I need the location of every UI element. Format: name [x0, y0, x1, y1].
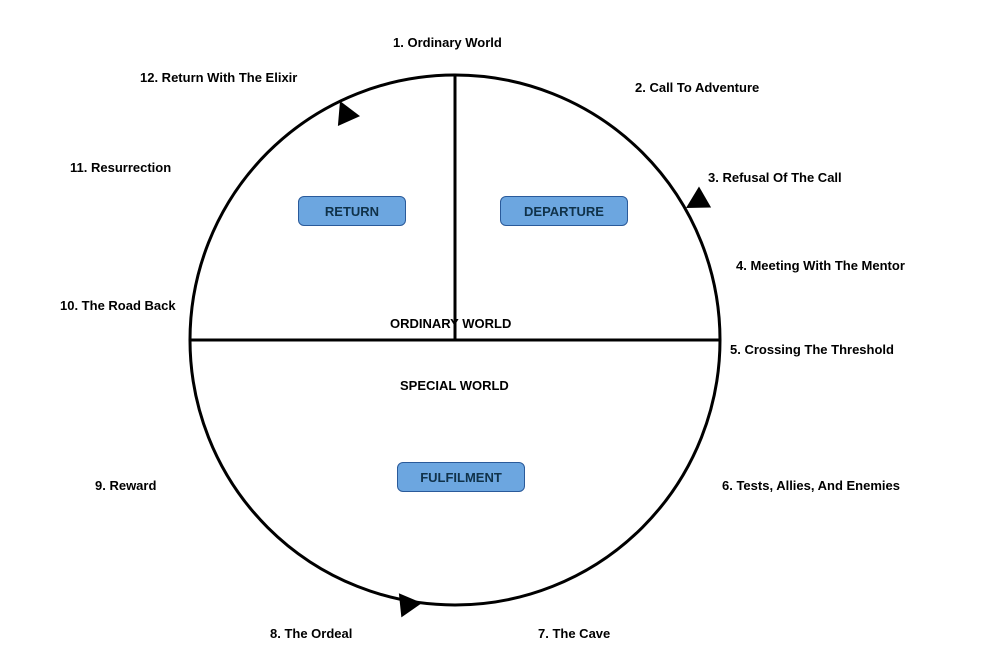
stage-label: 11. Resurrection	[70, 160, 171, 175]
arrowhead-bottom	[399, 593, 422, 617]
phase-label-return: RETURN	[325, 204, 379, 219]
stage-label: 3. Refusal Of The Call	[708, 170, 842, 185]
stage-label: 2. Call To Adventure	[635, 80, 759, 95]
stage-label: 10. The Road Back	[60, 298, 176, 313]
stage-label: 8. The Ordeal	[270, 626, 352, 641]
phase-box-fulfilment: FULFILMENT	[397, 462, 525, 492]
phase-box-return: RETURN	[298, 196, 406, 226]
arrowhead-top-left	[338, 101, 360, 126]
stage-label: 6. Tests, Allies, And Enemies	[722, 478, 900, 493]
phase-label-fulfilment: FULFILMENT	[420, 470, 502, 485]
stage-label: 1. Ordinary World	[393, 35, 502, 50]
stage-label: 9. Reward	[95, 478, 156, 493]
stage-label: 12. Return With The Elixir	[140, 70, 297, 85]
diagram-canvas: RETURN DEPARTURE FULFILMENT ORDINARY WOR…	[0, 0, 989, 660]
phase-label-departure: DEPARTURE	[524, 204, 604, 219]
phase-box-departure: DEPARTURE	[500, 196, 628, 226]
stage-label: 7. The Cave	[538, 626, 610, 641]
arrowhead-top-right	[686, 187, 711, 208]
world-label-ordinary: ORDINARY WORLD	[390, 316, 511, 331]
world-label-special: SPECIAL WORLD	[400, 378, 509, 393]
stage-label: 4. Meeting With The Mentor	[736, 258, 905, 273]
stage-label: 5. Crossing The Threshold	[730, 342, 894, 357]
